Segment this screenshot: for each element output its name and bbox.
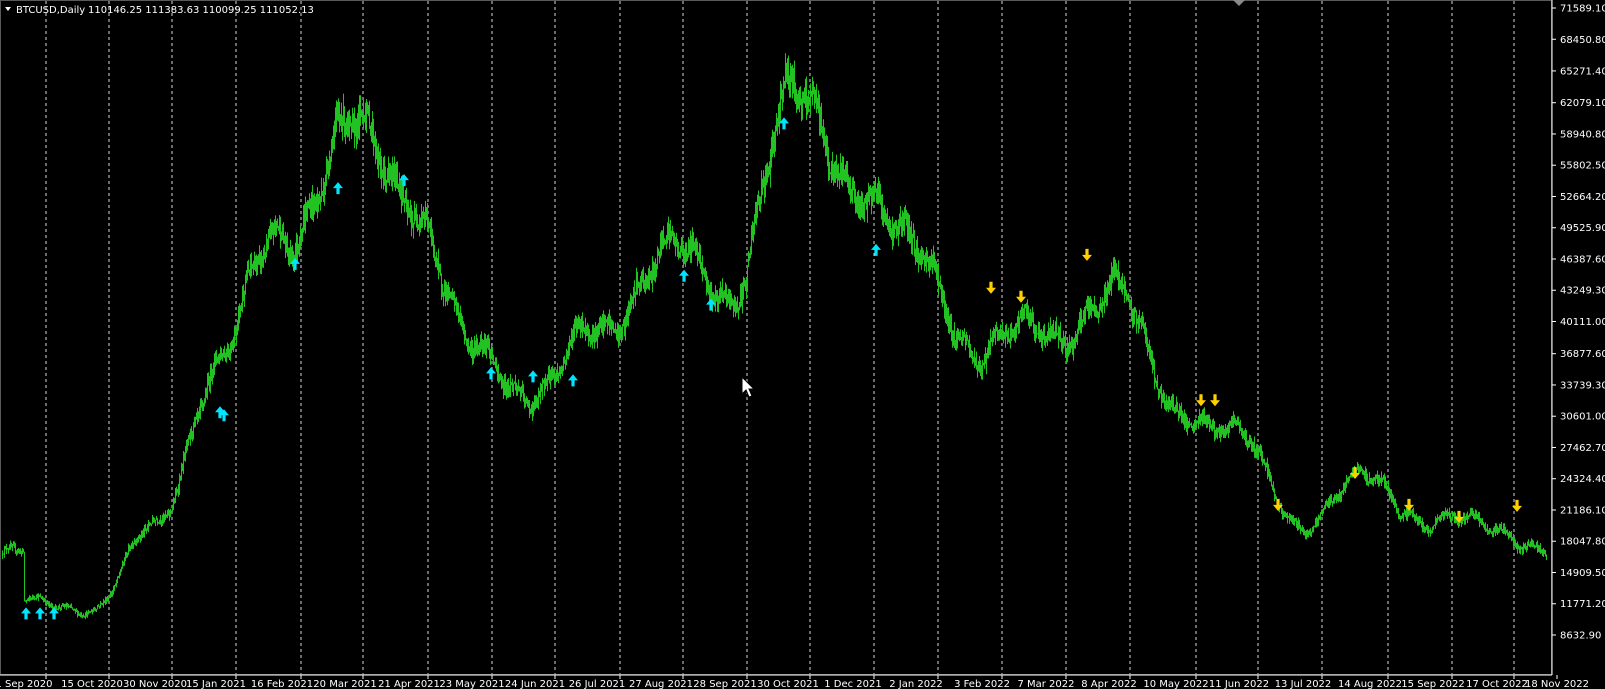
sell-arrow-icon bbox=[1016, 290, 1026, 303]
price-tick-label: 65271.40 bbox=[1560, 66, 1605, 77]
price-tick-label: 14909.50 bbox=[1560, 568, 1605, 579]
buy-arrow-icon bbox=[706, 298, 716, 311]
price-tick-label: 46387.60 bbox=[1560, 254, 1605, 265]
chevron-down-icon[interactable] bbox=[5, 7, 11, 11]
price-tick-label: 55802.50 bbox=[1560, 161, 1605, 172]
time-tick-label: 11 Jun 2022 bbox=[1209, 679, 1269, 689]
time-tick-label: 3 Feb 2022 bbox=[954, 679, 1010, 689]
sell-arrow-icon bbox=[1404, 498, 1414, 511]
time-tick-label: 26 Jul 2021 bbox=[569, 679, 626, 689]
price-tick-label: 68450.80 bbox=[1560, 35, 1605, 46]
buy-arrow-icon bbox=[399, 174, 409, 187]
buy-arrow-icon bbox=[679, 269, 689, 282]
price-tick-label: 21186.10 bbox=[1560, 505, 1605, 516]
time-tick-label: 7 Mar 2022 bbox=[1017, 679, 1074, 689]
buy-arrow-icon bbox=[779, 117, 789, 130]
price-tick-label: 24324.40 bbox=[1560, 474, 1605, 485]
time-tick-label: 20 Mar 2021 bbox=[313, 679, 376, 689]
time-tick-label: 28 Sep 2021 bbox=[693, 679, 756, 689]
mouse-cursor-icon bbox=[741, 375, 756, 398]
price-tick-label: 71589.10 bbox=[1560, 4, 1605, 15]
sell-arrow-icon bbox=[1273, 498, 1283, 511]
time-tick-label: 27 Aug 2021 bbox=[629, 679, 693, 689]
buy-arrow-icon bbox=[333, 182, 343, 195]
time-tick-label: 13 Jul 2022 bbox=[1275, 679, 1332, 689]
price-tick-label: 58940.80 bbox=[1560, 129, 1605, 140]
price-tick-label: 49525.90 bbox=[1560, 223, 1605, 234]
price-axis: 71589.10 68450.80 65271.40 62079.10 58940.80… bbox=[1552, 4, 1605, 642]
time-tick-label: 2 Jan 2022 bbox=[889, 679, 943, 689]
sell-arrow-icon bbox=[1196, 394, 1206, 407]
sell-arrow-icon bbox=[1454, 510, 1464, 523]
time-tick-label: 8 Apr 2022 bbox=[1081, 679, 1136, 689]
signal-arrows bbox=[21, 117, 1522, 620]
price-tick-label: 52664.20 bbox=[1560, 192, 1605, 203]
chart-header: BTCUSD,Daily 110146.25 111383.63 110099.… bbox=[5, 5, 314, 16]
time-tick-label: 16 Feb 2021 bbox=[251, 679, 313, 689]
time-tick-label: 23 May 2021 bbox=[439, 679, 504, 689]
sell-arrow-icon bbox=[1210, 394, 1220, 407]
ohlc-readout: 110146.25 111383.63 110099.25 111052.13 bbox=[88, 5, 314, 16]
sell-arrow-icon bbox=[986, 281, 996, 294]
price-bars bbox=[2, 53, 1547, 620]
buy-arrow-icon bbox=[290, 257, 300, 270]
time-tick-label: 15 Oct 2020 bbox=[61, 679, 123, 689]
shift-marker-icon[interactable] bbox=[1233, 0, 1245, 6]
time-tick-label: 30 Oct 2021 bbox=[757, 679, 819, 689]
price-tick-label: 43249.30 bbox=[1560, 286, 1605, 297]
time-tick-label: 1 Sep 2020 bbox=[0, 679, 53, 689]
sell-arrow-icon bbox=[1350, 467, 1360, 480]
price-tick-label: 11771.20 bbox=[1560, 599, 1605, 610]
price-tick-label: 62079.10 bbox=[1560, 98, 1605, 109]
time-tick-label: 15 Jan 2021 bbox=[186, 679, 246, 689]
buy-arrow-icon bbox=[215, 406, 225, 419]
buy-arrow-icon bbox=[21, 607, 31, 620]
time-tick-label: 1 Dec 2021 bbox=[824, 679, 882, 689]
time-tick-label: 17 Oct 2022 bbox=[1466, 679, 1528, 689]
buy-arrow-icon bbox=[871, 243, 881, 256]
time-tick-label: 21 Apr 2021 bbox=[378, 679, 440, 689]
time-tick-label: 18 Nov 2022 bbox=[1525, 679, 1589, 689]
time-tick-label: 10 May 2022 bbox=[1143, 679, 1208, 689]
time-tick-label: 30 Nov 2020 bbox=[123, 679, 187, 689]
buy-arrow-icon bbox=[568, 374, 578, 387]
time-tick-label: 14 Aug 2022 bbox=[1338, 679, 1402, 689]
price-tick-label: 33739.30 bbox=[1560, 380, 1605, 391]
symbol-label: BTCUSD,Daily bbox=[16, 5, 85, 16]
buy-arrow-icon bbox=[528, 370, 538, 383]
price-tick-label: 40111.00 bbox=[1560, 317, 1605, 328]
price-tick-label: 18047.80 bbox=[1560, 537, 1605, 548]
time-tick-label: 15 Sep 2022 bbox=[1401, 679, 1464, 689]
buy-arrow-icon bbox=[49, 607, 59, 620]
sell-arrow-icon bbox=[1512, 499, 1522, 512]
buy-arrow-icon bbox=[35, 607, 45, 620]
sell-arrow-icon bbox=[1082, 248, 1092, 261]
time-tick-label: 24 Jun 2021 bbox=[505, 679, 565, 689]
price-tick-label: 8632.90 bbox=[1560, 631, 1601, 642]
buy-arrow-icon bbox=[486, 367, 496, 380]
price-tick-label: 36877.60 bbox=[1560, 349, 1605, 360]
price-tick-label: 27462.70 bbox=[1560, 443, 1605, 454]
price-tick-label: 30601.00 bbox=[1560, 412, 1605, 423]
